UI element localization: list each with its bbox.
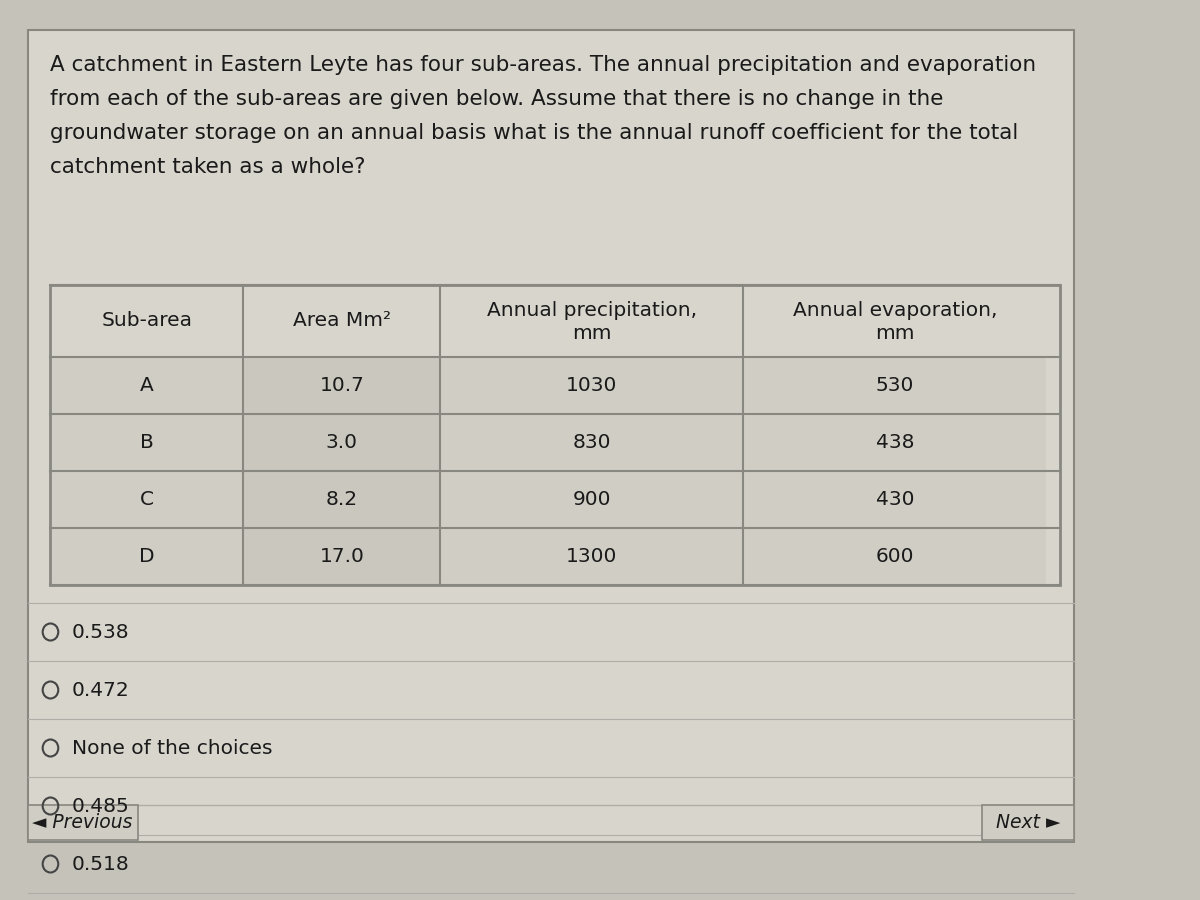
Text: Sub-area: Sub-area <box>101 311 192 330</box>
Text: 600: 600 <box>876 547 914 566</box>
Text: 830: 830 <box>572 433 611 452</box>
Text: 438: 438 <box>876 433 914 452</box>
Bar <box>440 471 743 528</box>
Text: 3.0: 3.0 <box>326 433 358 452</box>
Text: mm: mm <box>875 325 914 344</box>
Bar <box>28 805 138 840</box>
Bar <box>743 414 1046 471</box>
Text: 900: 900 <box>572 490 611 509</box>
Text: 0.518: 0.518 <box>72 854 130 874</box>
Text: A catchment in Eastern Leyte has four sub-areas. The annual precipitation and ev: A catchment in Eastern Leyte has four su… <box>50 55 1037 75</box>
Text: A: A <box>140 376 154 395</box>
Bar <box>244 357 440 414</box>
Text: C: C <box>140 490 154 509</box>
Text: from each of the sub-areas are given below. Assume that there is no change in th: from each of the sub-areas are given bel… <box>50 89 944 109</box>
Text: 1300: 1300 <box>566 547 618 566</box>
Text: None of the choices: None of the choices <box>72 739 272 758</box>
Text: groundwater storage on an annual basis what is the annual runoff coefficient for: groundwater storage on an annual basis w… <box>50 123 1019 143</box>
Text: Next ►: Next ► <box>996 813 1060 832</box>
Text: B: B <box>140 433 154 452</box>
Bar <box>244 471 440 528</box>
Text: 0.485: 0.485 <box>72 796 130 815</box>
Bar <box>50 285 1060 585</box>
Bar <box>440 414 743 471</box>
Bar <box>50 528 244 585</box>
Text: Annual evaporation,: Annual evaporation, <box>792 301 997 320</box>
Bar <box>982 805 1074 840</box>
Text: Annual precipitation,: Annual precipitation, <box>487 301 697 320</box>
Text: 530: 530 <box>876 376 914 395</box>
Text: 17.0: 17.0 <box>319 547 365 566</box>
Bar <box>50 471 244 528</box>
Text: 1030: 1030 <box>566 376 618 395</box>
Text: ◄ Previous: ◄ Previous <box>32 813 133 832</box>
Text: catchment taken as a whole?: catchment taken as a whole? <box>50 157 366 177</box>
Bar <box>743 357 1046 414</box>
Bar <box>743 528 1046 585</box>
Bar <box>743 471 1046 528</box>
Bar <box>440 357 743 414</box>
Bar <box>244 528 440 585</box>
Text: 8.2: 8.2 <box>325 490 358 509</box>
Bar <box>440 528 743 585</box>
Text: 430: 430 <box>876 490 914 509</box>
Bar <box>50 357 244 414</box>
Bar <box>244 414 440 471</box>
Text: mm: mm <box>572 325 612 344</box>
Bar <box>50 285 1060 357</box>
Text: 10.7: 10.7 <box>319 376 365 395</box>
Text: D: D <box>139 547 155 566</box>
Bar <box>50 414 244 471</box>
Text: Area Mm²: Area Mm² <box>293 311 391 330</box>
Text: 0.472: 0.472 <box>72 680 130 699</box>
Text: 0.538: 0.538 <box>72 623 130 642</box>
